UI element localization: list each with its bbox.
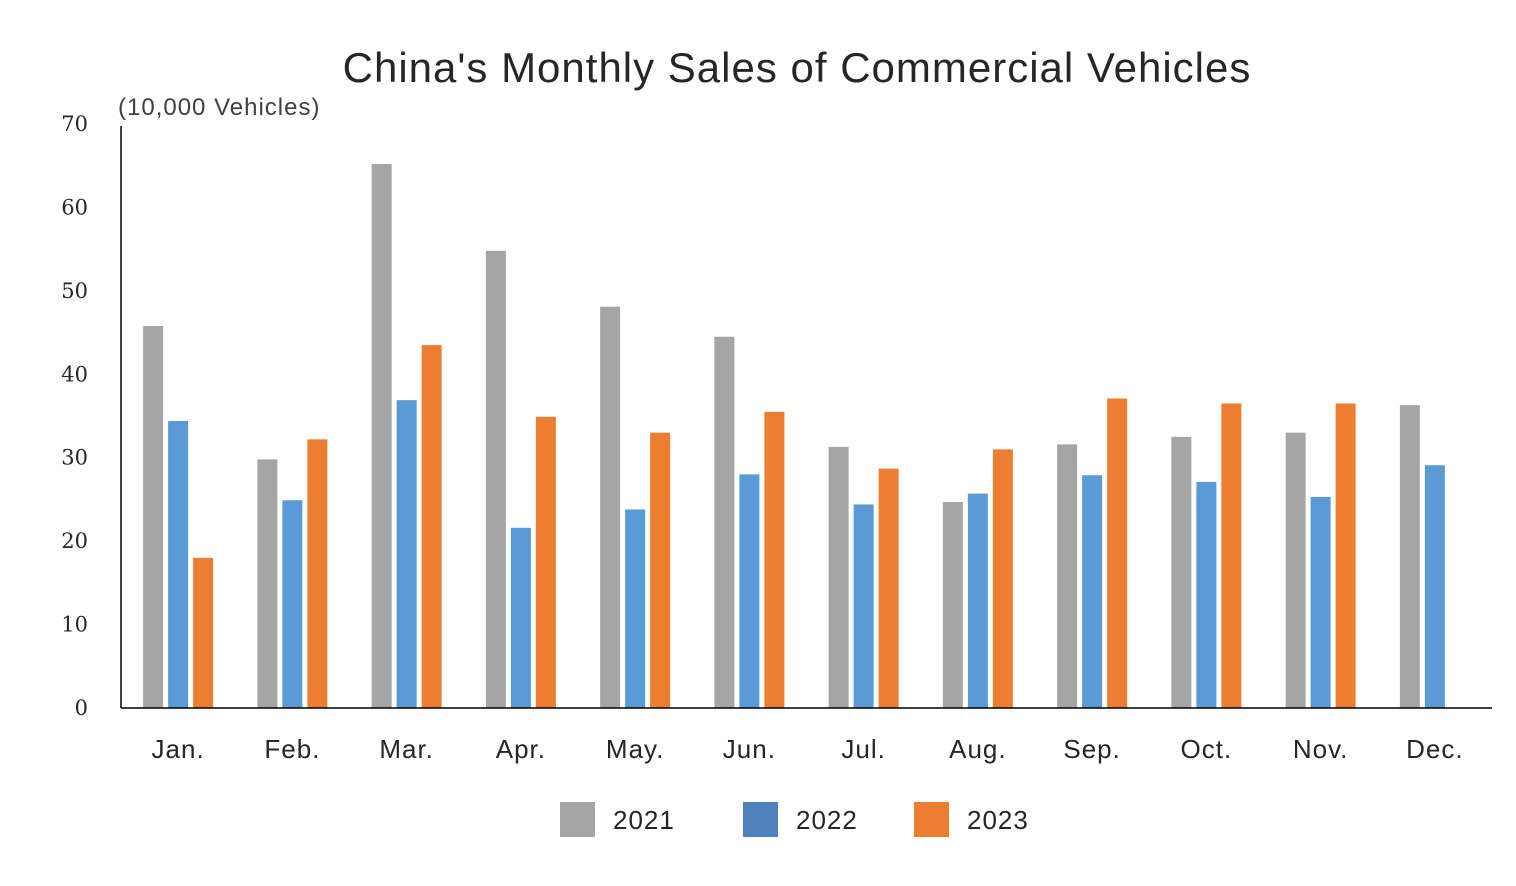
legend-label-2023: 2023 (967, 805, 1029, 835)
bar-2022-sep (1082, 475, 1103, 708)
bar-2023-oct (1221, 403, 1242, 708)
bar-2023-mar (421, 345, 442, 708)
x-tick-label: Dec. (1406, 734, 1463, 764)
y-tick-label: 50 (61, 279, 88, 303)
bar-2022-mar (396, 400, 417, 708)
legend-swatch-2023 (914, 802, 949, 837)
legend: 2021 2022 2023 (560, 802, 1029, 837)
bar-2023-aug (992, 449, 1013, 708)
y-tick-label: 0 (75, 696, 88, 720)
x-tick-label: Jun. (723, 734, 776, 764)
x-tick-label: Jul. (841, 734, 885, 764)
bar-2021-feb (257, 459, 278, 708)
bar-2021-jan (143, 325, 164, 708)
x-tick-label: Sep. (1063, 734, 1121, 764)
bar-2022-jul (853, 504, 874, 708)
bar-2021-aug (942, 501, 963, 708)
y-tick-label: 40 (61, 362, 88, 386)
bar-2022-nov (1310, 496, 1331, 708)
y-axis-unit-label: (10,000 Vehicles) (118, 94, 320, 121)
bar-2023-feb (307, 439, 328, 708)
bar-2021-sep (1057, 444, 1078, 708)
bar-2023-sep (1107, 398, 1128, 708)
legend-label-2021: 2021 (613, 805, 675, 835)
x-tick-label: Aug. (949, 734, 1007, 764)
bar-2021-oct (1171, 436, 1192, 708)
x-tick-label: Jan. (152, 734, 205, 764)
bar-2021-may (600, 306, 621, 708)
legend-label-2022: 2022 (796, 805, 858, 835)
bar-2022-feb (282, 500, 303, 708)
bar-2023-jun (764, 411, 785, 708)
bar-2022-may (625, 509, 646, 708)
bar-2021-dec (1399, 405, 1420, 708)
bar-2023-apr (535, 416, 556, 708)
bar-2023-jul (878, 468, 899, 708)
legend-swatch-2022 (743, 802, 778, 837)
bar-2022-oct (1196, 481, 1217, 708)
bar-2022-aug (967, 493, 988, 708)
bar-2022-apr (510, 527, 531, 708)
y-tick-label: 70 (61, 112, 88, 136)
x-tick-label: Nov. (1293, 734, 1349, 764)
x-tick-label: Oct. (1181, 734, 1233, 764)
y-tick-label: 30 (61, 446, 88, 470)
bar-2022-dec (1424, 465, 1445, 708)
y-tick-label: 20 (61, 529, 88, 553)
x-tick-label: May. (606, 734, 664, 764)
bar-2021-apr (485, 250, 506, 708)
bar-2021-jun (714, 336, 735, 708)
x-tick-label: Mar. (379, 734, 434, 764)
y-axis-ticks: 0 10 20 30 40 50 60 70 (61, 112, 88, 720)
bar-2021-mar (371, 164, 392, 708)
legend-swatch-2021 (560, 802, 595, 837)
y-tick-label: 60 (61, 195, 88, 219)
bar-2021-nov (1285, 432, 1306, 708)
chart-title: China's Monthly Sales of Commercial Vehi… (343, 44, 1252, 91)
bar-2022-jan (168, 421, 189, 708)
y-tick-label: 10 (61, 613, 88, 637)
bar-2023-jan (193, 557, 214, 708)
bars (143, 164, 1445, 708)
x-tick-label: Feb. (264, 734, 320, 764)
bar-2023-nov (1335, 403, 1356, 708)
x-tick-label: Apr. (496, 734, 546, 764)
x-axis-ticks: Jan. Feb. Mar. Apr. May. Jun. Jul. Aug. Sep. Oct.… (152, 734, 1463, 764)
bar-2023-may (650, 432, 671, 708)
bar-2021-jul (828, 446, 849, 708)
bar-2022-jun (739, 474, 760, 708)
